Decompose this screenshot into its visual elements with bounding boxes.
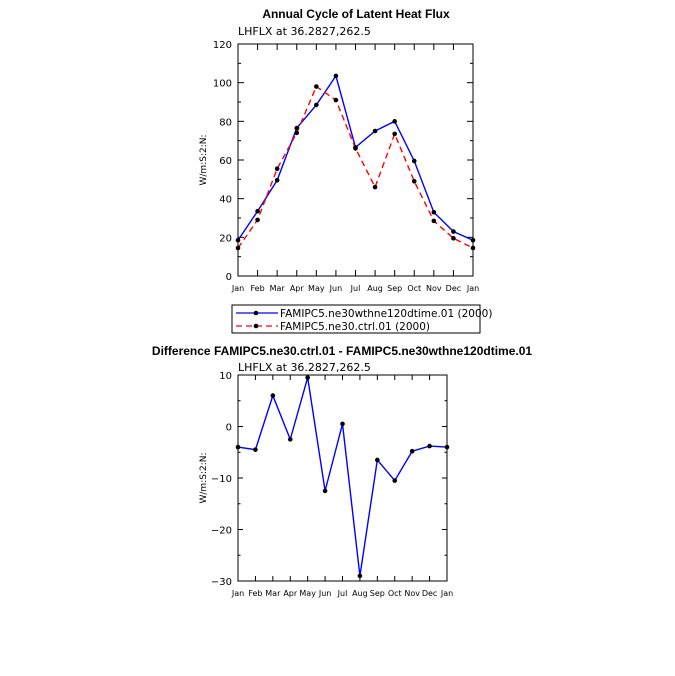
chart2-ytick-label: −30 (211, 577, 232, 588)
chart1-series-1-point (392, 119, 397, 124)
chart2-ytick-label: 10 (219, 371, 232, 382)
chart1-series-1-point (372, 128, 378, 134)
chart2-xtick-label: Apr (283, 589, 298, 598)
chart2-xtick-label: Jul (337, 589, 348, 598)
chart1-xtick-label: Mar (270, 284, 286, 293)
chart2-xtick-label: Jan (231, 589, 244, 598)
chart1-series-1-point (411, 158, 417, 164)
chart1-subtitle: LHFLX at 36.2827,262.5 (238, 25, 371, 38)
chart2-series-1-point (322, 488, 328, 494)
chart1-xtick-label: Oct (407, 284, 421, 293)
chart2-xtick-label: Jun (318, 589, 332, 598)
chart1-ytick-label: 80 (219, 117, 232, 128)
chart1-legend: FAMIPC5.ne30wthne120dtime.01 (2000) FAMI… (231, 304, 492, 334)
chart1-series-2-line (237, 85, 474, 249)
chart2-series (235, 375, 450, 579)
chart2-axes: Jan Feb Mar Apr May Jun Jul Aug Sep Oct Nov Dec Jan−… (211, 371, 453, 598)
chart2-xtick-label: Aug (352, 589, 368, 598)
legend-marker-series1 (253, 310, 259, 316)
legend-label-series1: FAMIPC5.ne30wthne120dtime.01 (2000) (280, 308, 492, 320)
chart2-ytick-label: 0 (226, 423, 232, 434)
chart2-ytick-label: −20 (211, 526, 232, 537)
chart2-series-1-line (237, 377, 448, 576)
chart2-subtitle: LHFLX at 36.2827,262.5 (238, 361, 371, 374)
chart2-xtick-label: Oct (388, 589, 402, 598)
chart1-series-2-point (255, 217, 260, 223)
chart1-series-2-point (431, 218, 437, 224)
chart1-series-2-point (372, 184, 378, 190)
chart1-xtick-label: Apr (290, 284, 305, 293)
chart2-series-1-point (305, 375, 310, 380)
chart2-series-1-point (253, 447, 258, 452)
chart2-xtick-label: Feb (248, 589, 262, 598)
chart2-series-1-point (287, 437, 293, 442)
chart1-ylabel: W/m:S:2:N: (199, 135, 209, 186)
legend-marker-series2 (253, 323, 259, 329)
chart2-series-1-point (375, 457, 380, 463)
chart1-series (235, 73, 476, 251)
chart1-series-2-point (353, 146, 358, 151)
chart1-title: Annual Cycle of Latent Heat Flux (262, 7, 450, 21)
chart2-xtick-label: Dec (422, 589, 437, 598)
chart1-series-1-point (255, 208, 260, 214)
chart1-xtick-label: Nov (426, 284, 442, 293)
chart1-ytick-label: 0 (226, 272, 232, 283)
chart1-ytick-label: 40 (219, 195, 232, 206)
chart1-xtick-label: Dec (446, 284, 461, 293)
chart1-ytick-label: 120 (213, 40, 232, 51)
chart2-xtick-label: May (299, 589, 316, 598)
chart-difference: Difference FAMIPC5.ne30.ctrl.01 - FAMIPC… (152, 344, 532, 598)
chart1-series-1-line (237, 74, 474, 241)
chart2-xtick-label: Mar (265, 589, 281, 598)
chart1-series-2-point (274, 166, 280, 171)
chart2-ylabel: W/m:S:2:N: (199, 453, 209, 504)
legend-box (231, 304, 481, 334)
chart1-series-2-point (294, 130, 300, 136)
chart1-xtick-label: Jun (329, 284, 343, 293)
chart1-series-1-point (451, 229, 456, 234)
chart-annual-cycle: Annual Cycle of Latent Heat Flux LHFLX a… (199, 7, 492, 334)
chart2-series-1-point (270, 393, 276, 398)
chart1-series-1-point (274, 178, 280, 183)
chart1-xtick-label: May (308, 284, 325, 293)
chart1-series-2-point (392, 131, 397, 137)
chart1-series-2-point (333, 97, 339, 103)
chart1-axes: Jan Feb Mar Apr May Jun Jul Aug Sep Oct Nov Dec Jan0… (213, 40, 479, 293)
chart2-xtick-label: Nov (404, 589, 420, 598)
chart2-plot-frame (237, 374, 448, 582)
chart2-ytick-label: −10 (211, 474, 232, 485)
chart1-series-1-point (314, 102, 319, 108)
chart1-ytick-label: 100 (213, 79, 232, 90)
chart2-series-1-point (409, 448, 415, 454)
chart2-series-1-point (340, 421, 345, 427)
chart1-xtick-label: Sep (387, 284, 402, 293)
chart1-xtick-label: Feb (250, 284, 264, 293)
chart1-series-1-point (431, 209, 437, 215)
chart2-series-1-point (357, 573, 363, 579)
chart2-series-1-point (427, 443, 432, 449)
chart1-series-2-point (314, 84, 319, 89)
chart1-xtick-label: Jul (350, 284, 361, 293)
chart1-ytick-label: 60 (219, 156, 232, 167)
chart2-xtick-label: Jan (440, 589, 453, 598)
chart2-series-1-point (392, 478, 398, 483)
chart1-plot-frame (237, 43, 474, 277)
chart1-ytick-label: 20 (219, 233, 232, 244)
chart1-series-1-point (333, 73, 339, 79)
chart1-xtick-label: Jan (231, 284, 244, 293)
chart1-series-2-point (451, 236, 456, 241)
chart2-title: Difference FAMIPC5.ne30.ctrl.01 - FAMIPC… (152, 344, 532, 358)
chart1-series-2-point (411, 178, 417, 184)
chart2-xtick-label: Sep (370, 589, 385, 598)
legend-label-series2: FAMIPC5.ne30.ctrl.01 (2000) (280, 321, 430, 333)
chart1-xtick-label: Aug (367, 284, 383, 293)
chart1-series-1-point (294, 125, 300, 131)
chart1-xtick-label: Jan (466, 284, 479, 293)
